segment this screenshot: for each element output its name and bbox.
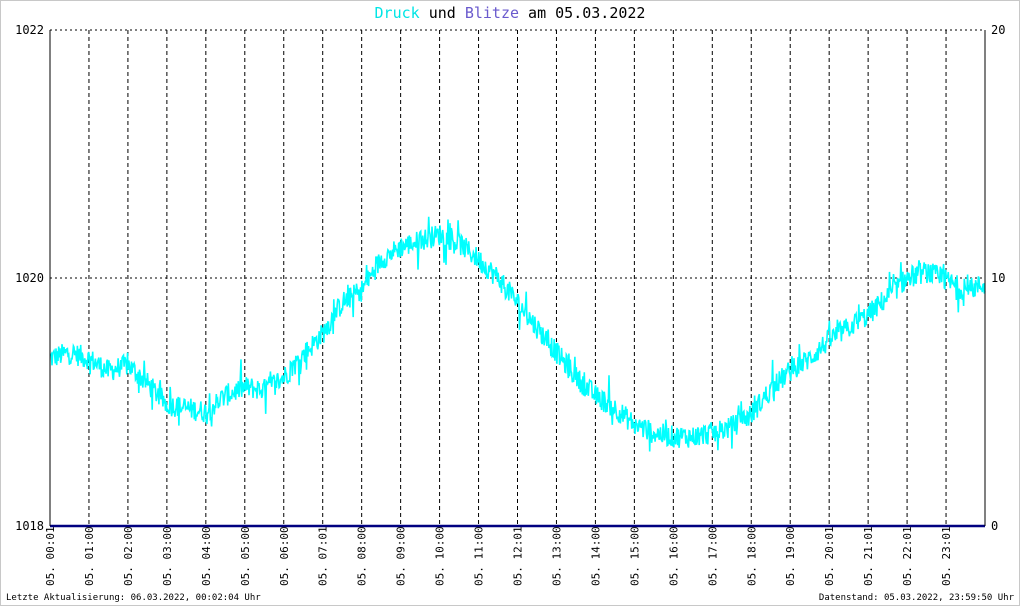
x-tick-label: 05. 08:00 — [356, 526, 369, 586]
footer-last-update: Letzte Aktualisierung: 06.03.2022, 00:02… — [6, 593, 261, 603]
y-left-tick-label: 1018 — [15, 519, 44, 533]
footer-data-state: Datenstand: 05.03.2022, 23:59:50 Uhr — [818, 593, 1014, 603]
title-pressure: Druck — [374, 4, 420, 22]
axes — [49, 30, 986, 526]
x-tick-label: 05. 14:00 — [589, 526, 602, 586]
x-tick-label: 05. 09:00 — [395, 526, 408, 586]
x-tick-label: 05. 21:01 — [862, 526, 875, 586]
x-tick-label: 05. 11:00 — [473, 526, 486, 586]
x-tick-label: 05. 03:00 — [161, 526, 174, 586]
pressure-line — [49, 216, 986, 452]
x-tick-label: 05. 04:00 — [200, 526, 213, 586]
title-and: und — [419, 4, 465, 22]
x-tick-label: 05. 00:01 — [44, 526, 57, 586]
x-tick-label: 05. 05:00 — [239, 526, 252, 586]
x-tick-label: 05. 16:00 — [667, 526, 680, 586]
y-right-tick-label: 20 — [991, 23, 1005, 37]
x-tick-label: 05. 22:01 — [901, 526, 914, 586]
x-tick-label: 05. 01:00 — [83, 526, 96, 586]
x-tick-label: 05. 18:00 — [745, 526, 758, 586]
x-tick-label: 05. 10:00 — [434, 526, 447, 586]
y-left-tick-label: 1020 — [15, 271, 44, 285]
y-right-tick-label: 10 — [991, 271, 1005, 285]
title-date: am 05.03.2022 — [519, 4, 646, 22]
y-left-tick-label: 1022 — [15, 23, 44, 37]
series-layer — [49, 216, 986, 528]
x-tick-label: 05. 15:00 — [628, 526, 641, 586]
x-tick-label: 05. 23:01 — [940, 526, 953, 586]
x-tick-label: 05. 06:00 — [278, 526, 291, 586]
x-tick-label: 05. 07:01 — [317, 526, 330, 586]
x-tick-label: 05. 17:00 — [706, 526, 719, 586]
x-tick-label: 05. 19:00 — [784, 526, 797, 586]
grid — [50, 29, 985, 526]
title-lightning: Blitze — [464, 4, 520, 22]
chart-title: Druck und Blitze am 05.03.2022 — [0, 4, 1020, 22]
x-tick-label: 05. 02:00 — [122, 526, 135, 586]
x-tick-label: 05. 12:01 — [512, 526, 525, 586]
x-tick-label: 05. 20:01 — [823, 526, 836, 586]
x-tick-label: 05. 13:00 — [550, 526, 563, 586]
y-right-tick-label: 0 — [991, 519, 998, 533]
